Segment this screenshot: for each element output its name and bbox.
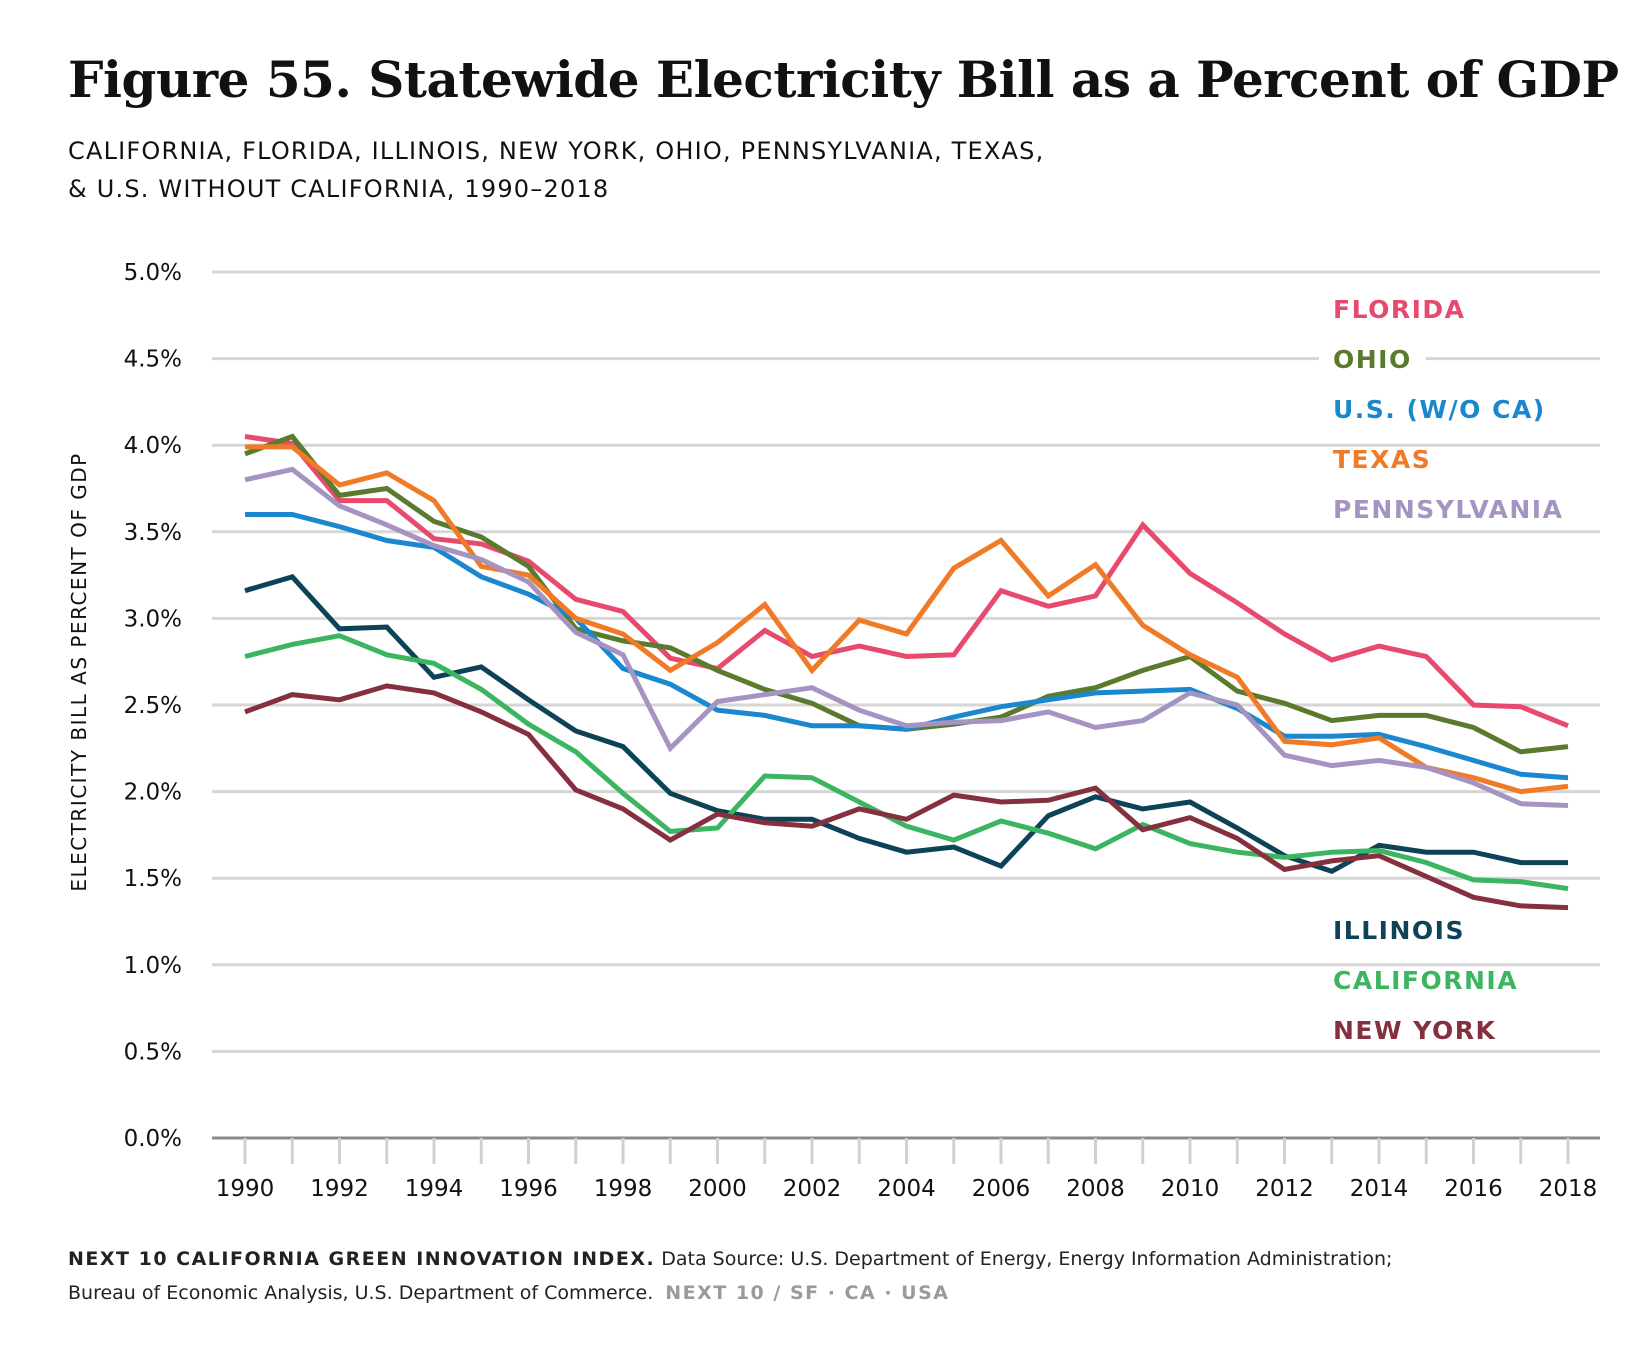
series-line <box>244 683 1569 911</box>
legend-label-mask <box>1319 505 1578 513</box>
chart-subtitle: CALIFORNIA, FLORIDA, ILLINOIS, NEW YORK,… <box>68 132 1044 208</box>
legend: FLORIDA OHIO U.S. (W/O CA) TEXAS PENNSYLVANI… <box>1319 295 1578 1045</box>
legend-label-mask <box>1319 1026 1511 1034</box>
y-tick-label: 2.5% <box>124 693 182 719</box>
legend-label: NEW YORK <box>1333 1016 1496 1045</box>
x-tick-label: 2012 <box>1255 1176 1314 1202</box>
x-tick-label: 1994 <box>405 1176 464 1202</box>
x-tick-label: 2006 <box>972 1176 1031 1202</box>
y-tick-label: 2.0% <box>124 780 182 806</box>
footer-line-2: Bureau of Economic Analysis, U.S. Depart… <box>68 1276 1392 1310</box>
series-line <box>244 466 1569 808</box>
x-tick-label: 2018 <box>1539 1176 1598 1202</box>
legend-label: U.S. (W/O CA) <box>1333 395 1546 424</box>
x-tick-label: 2004 <box>877 1176 936 1202</box>
legend-label: OHIO <box>1333 345 1412 374</box>
legend-label-mask <box>1319 405 1560 413</box>
footer: NEXT 10 CALIFORNIA GREEN INNOVATION INDE… <box>68 1242 1392 1310</box>
y-tick-label: 0.0% <box>124 1126 182 1152</box>
y-tick-label: 3.0% <box>124 606 182 632</box>
legend-label: ILLINOIS <box>1333 916 1465 945</box>
y-axis-label: ELECTRICITY BILL AS PERCENT OF GDP <box>67 452 91 891</box>
y-tick-label: 5.0% <box>124 260 182 286</box>
y-axis-ticks: 0.0% 0.5% 1.0% 1.5% 2.0% 2.5% 3.0% 3.5% 4.0% 4.5%… <box>124 260 182 1152</box>
x-tick-label: 1990 <box>216 1176 275 1202</box>
footer-source-2: Bureau of Economic Analysis, U.S. Depart… <box>68 1282 654 1304</box>
y-tick-label: 0.5% <box>124 1039 182 1065</box>
legend-label: PENNSYLVANIA <box>1333 495 1563 524</box>
footer-source-1: Data Source: U.S. Department of Energy, … <box>661 1248 1393 1270</box>
chart-title: Figure 55. Statewide Electricity Bill as… <box>68 50 1619 109</box>
series-line <box>244 633 1569 892</box>
subtitle-line-2: & U.S. WITHOUT CALIFORNIA, 1990–2018 <box>68 175 610 203</box>
x-tick-label: 2000 <box>688 1176 747 1202</box>
legend-label-mask <box>1319 455 1446 463</box>
x-tick-label: 2016 <box>1444 1176 1503 1202</box>
footer-tag: NEXT 10 / SF · CA · USA <box>665 1282 950 1304</box>
footer-brand: NEXT 10 CALIFORNIA GREEN INNOVATION INDE… <box>68 1248 656 1270</box>
x-axis: 1990 1992 1994 1996 1998 2000 2002 2004 2006 2008… <box>212 1136 1600 1202</box>
legend-label: TEXAS <box>1333 445 1431 474</box>
footer-line-1: NEXT 10 CALIFORNIA GREEN INNOVATION INDE… <box>68 1242 1392 1276</box>
legend-label-mask <box>1319 305 1480 313</box>
x-tick-label: 1998 <box>594 1176 653 1202</box>
series-line <box>244 573 1568 875</box>
series-line <box>245 512 1569 781</box>
legend-label-mask <box>1319 926 1479 934</box>
y-tick-label: 4.5% <box>124 347 182 373</box>
x-tick-label: 2010 <box>1161 1176 1220 1202</box>
gridlines <box>212 270 1600 1053</box>
x-tick-label: 1996 <box>499 1176 558 1202</box>
y-tick-label: 1.5% <box>124 866 182 892</box>
x-tick-label: 2002 <box>783 1176 842 1202</box>
x-tick-label: 2008 <box>1066 1176 1125 1202</box>
legend-label: FLORIDA <box>1333 295 1466 324</box>
y-tick-label: 1.0% <box>124 953 182 979</box>
y-tick-label: 4.0% <box>124 433 182 459</box>
series-line <box>245 444 1569 795</box>
legend-label-mask <box>1319 976 1533 984</box>
legend-label: CALIFORNIA <box>1333 966 1518 995</box>
x-tick-label: 1992 <box>310 1176 369 1202</box>
series-line <box>244 434 1569 729</box>
y-tick-label: 3.5% <box>124 520 182 546</box>
subtitle-line-1: CALIFORNIA, FLORIDA, ILLINOIS, NEW YORK,… <box>68 137 1045 165</box>
x-tick-label: 2014 <box>1350 1176 1409 1202</box>
series-lines <box>244 433 1569 911</box>
legend-label-mask <box>1319 355 1426 363</box>
